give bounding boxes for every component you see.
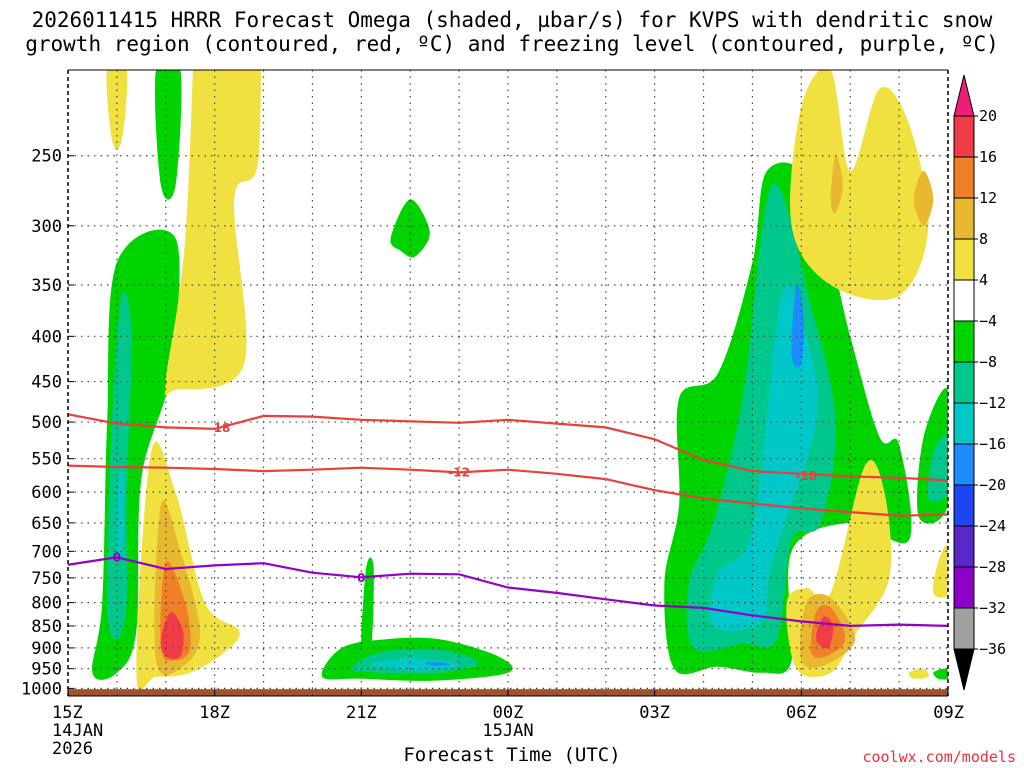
y-tick-label-600: 600	[31, 483, 62, 503]
x-tick-label-06Z: 06Z	[786, 703, 817, 723]
colorbar-label-5: −4	[979, 312, 997, 330]
contour-label-0: -18	[209, 421, 231, 435]
colorbar-segment-3	[953, 197, 975, 240]
colorbar-segment-12	[953, 566, 975, 609]
colorbar-label-2: 12	[979, 189, 997, 207]
y-tick-label-850: 850	[31, 617, 62, 637]
y-tick-label-450: 450	[31, 373, 62, 393]
colorbar-segment-9	[953, 443, 975, 486]
chart-title-line-2: growth region (contoured, red, ºC) and f…	[25, 32, 999, 56]
omega-region-ascent-right-0830z-inner	[927, 435, 948, 503]
omega-region-ascent-stem-21z	[361, 557, 374, 658]
y-tick-label-900: 900	[31, 639, 62, 659]
omega-region-descent-upper-0730z-mid	[913, 170, 934, 226]
colorbar-label-1: 16	[979, 148, 997, 166]
omega-region-descent-small-08z	[908, 668, 929, 679]
y-tick-label-350: 350	[31, 276, 62, 296]
colorbar-segment-8	[953, 402, 975, 445]
omega-region-ascent-column-16z-inner	[116, 469, 125, 561]
colorbar-segment-5	[953, 279, 975, 322]
y-tick-label-800: 800	[31, 594, 62, 614]
colorbar-label-13: −36	[979, 640, 1006, 658]
y-tick-label-750: 750	[31, 569, 62, 589]
colorbar-label-6: −8	[979, 353, 997, 371]
contours: -18 -12 -18 0 0	[68, 413, 948, 628]
contour-freezing-level	[68, 556, 948, 628]
y-tick-label-550: 550	[31, 450, 62, 470]
omega-region-descent-upper-06z-mid	[830, 155, 843, 214]
omega-region-ascent-blob-22z-max	[424, 662, 450, 666]
y-tick-label-400: 400	[31, 327, 62, 347]
colorbar-label-12: −32	[979, 599, 1006, 617]
omega-region-descent-upper-06z	[790, 70, 929, 300]
y-tick-label-1000: 1000	[21, 679, 62, 699]
colorbar-segment-13	[953, 607, 975, 650]
y-tick-label-950: 950	[31, 660, 62, 680]
colorbar-label-11: −28	[979, 558, 1006, 576]
colorbar-label-9: −20	[979, 476, 1006, 494]
x-tick-label-15Z: 15Z	[52, 703, 83, 723]
omega-region-ascent-column-16z-core	[106, 291, 132, 640]
x-tick-label-03Z: 03Z	[639, 703, 670, 723]
omega-region-ascent-blob-22z-core	[371, 658, 460, 671]
colorbar-segment-0	[953, 74, 975, 117]
y-tick-label-250: 250	[31, 147, 62, 167]
chart-title: 2026011415 HRRR Forecast Omega (shaded, …	[0, 8, 1024, 56]
omega-region-ascent-top-16z	[154, 70, 182, 200]
y-tick-label-700: 700	[31, 542, 62, 562]
colorbar-segment-4	[953, 238, 975, 281]
colorbar-segment-11	[953, 525, 975, 568]
omega-region-ascent-small-0850z	[933, 668, 948, 680]
contour-minus12	[68, 464, 948, 517]
x-tick-sublabel2-15Z: 2026	[52, 739, 93, 759]
x-tick-label-21Z: 21Z	[346, 703, 377, 723]
gridlines	[68, 70, 948, 696]
x-tick-sublabel-15Z: 14JAN	[52, 721, 103, 741]
colorbar-label-8: −16	[979, 435, 1006, 453]
omega-region-descent-right-09z	[932, 544, 948, 598]
x-tick-label-00Z: 00Z	[493, 703, 524, 723]
colorbar-segment-1	[953, 115, 975, 158]
credit-text[interactable]: coolwx.com/models	[862, 748, 1016, 766]
colorbar-label-3: 8	[979, 230, 988, 248]
colorbar-label-7: −12	[979, 394, 1006, 412]
x-axis-label: Forecast Time (UTC)	[403, 744, 621, 766]
plot-area: -18 -12 -18 0 0	[68, 70, 948, 696]
colorbar-segment-7	[953, 361, 975, 404]
y-tick-label-300: 300	[31, 217, 62, 237]
chart-title-line-1: 2026011415 HRRR Forecast Omega (shaded, …	[31, 8, 993, 32]
colorbar-segment-6	[953, 320, 975, 363]
x-tick-sublabel-00Z: 15JAN	[482, 721, 533, 741]
y-tick-label-500: 500	[31, 413, 62, 433]
contour-label-2: -18	[795, 469, 817, 483]
colorbar-segment-14	[953, 648, 975, 691]
colorbar: 20 16 12 8 4 −4 −8 −12 −16 −20 −24 −28 −32 −36	[953, 74, 1006, 691]
axes: 2503003504004505005506006507007508008509…	[21, 69, 964, 759]
colorbar-label-0: 20	[979, 107, 997, 125]
contour-label-4: 0	[357, 571, 365, 585]
colorbar-segment-10	[953, 484, 975, 527]
contour-minus18	[68, 413, 948, 482]
contour-label-1: -12	[448, 465, 470, 479]
omega-region-ascent-small-2130z	[390, 199, 430, 258]
colorbar-label-4: 4	[979, 271, 988, 289]
x-tick-label-18Z: 18Z	[199, 703, 230, 723]
colorbar-label-10: −24	[979, 517, 1006, 535]
colorbar-segment-2	[953, 156, 975, 199]
x-tick-label-09Z: 09Z	[933, 703, 964, 723]
y-tick-label-650: 650	[31, 514, 62, 534]
omega-region-descent-upper-18z	[164, 70, 261, 397]
contour-label-3: 0	[113, 550, 121, 564]
